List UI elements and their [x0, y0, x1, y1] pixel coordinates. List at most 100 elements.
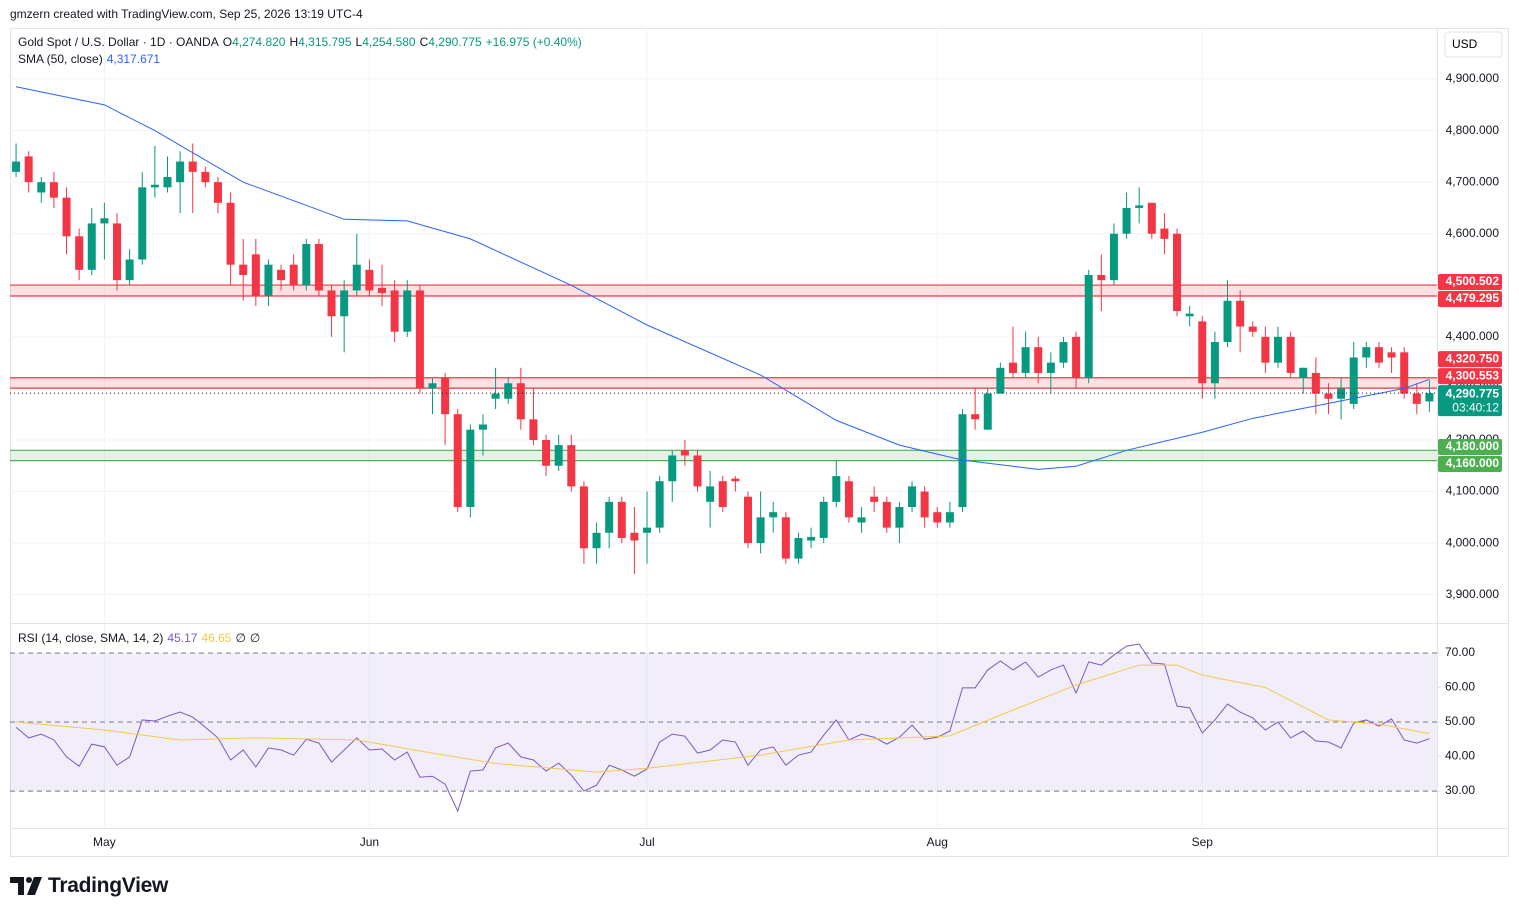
y-tick-label: 50.00	[1445, 714, 1475, 728]
candle-body	[1236, 300, 1245, 327]
candle-body	[895, 507, 904, 528]
y-tick-label: 70.00	[1445, 645, 1475, 659]
candle-body	[352, 264, 361, 291]
x-tick-label: Jul	[639, 835, 654, 849]
candle-body	[617, 501, 626, 538]
symbol: Gold Spot / U.S. Dollar · 1D · OANDA	[18, 35, 219, 49]
zone-label: 4,180.000	[1446, 439, 1500, 453]
zone-layer	[10, 652, 1437, 792]
candle-body	[87, 223, 96, 270]
zone-label-box	[1438, 274, 1502, 291]
candle-body	[1122, 207, 1131, 234]
candle-body	[289, 264, 298, 286]
x-tick-label: May	[93, 835, 116, 849]
indicator-extra: ∅	[249, 631, 261, 645]
zone-label: 4,500.502	[1446, 274, 1500, 288]
currency: USD	[1452, 37, 1478, 51]
zone	[10, 450, 1437, 461]
credit: gmzern created with TradingView.com, Sep…	[10, 7, 363, 21]
ohlc-value: 4,254.580	[362, 35, 416, 49]
candle-body	[592, 532, 601, 549]
candle-body	[769, 512, 778, 518]
candle-body	[908, 486, 917, 508]
price-legend: Gold Spot / U.S. Dollar · 1D · OANDA O4,2…	[18, 35, 586, 49]
indicator-name: RSI (14, close, SMA, 14, 2)	[18, 631, 164, 645]
candle-body	[882, 501, 891, 528]
candle-body	[277, 269, 286, 281]
candle-body	[478, 424, 487, 430]
candle-body	[844, 481, 853, 518]
countdown: 03:40:12	[1452, 400, 1499, 414]
candle-body	[251, 254, 260, 296]
candle-body	[1248, 326, 1257, 332]
candle-body	[668, 455, 677, 482]
rsi-line	[16, 664, 1430, 773]
candle-body	[857, 517, 866, 523]
candle-body	[933, 512, 942, 523]
currency-box[interactable]	[1444, 31, 1503, 58]
candle-body	[1147, 202, 1156, 234]
candle-body	[983, 393, 992, 430]
candle-body	[1374, 347, 1383, 363]
candle-body	[1324, 393, 1333, 399]
indicator-value: 46.65	[201, 631, 232, 645]
candle-body	[1084, 274, 1093, 379]
candle-body	[1273, 336, 1282, 363]
candle-body	[415, 290, 424, 389]
candle-body	[554, 445, 563, 466]
candle-body	[37, 182, 46, 193]
y-tick-label: 4,900.000	[1446, 71, 1500, 85]
candle-body	[1021, 347, 1030, 373]
candle-body	[693, 455, 702, 487]
candle-body	[945, 512, 954, 523]
last-price-box	[1438, 385, 1502, 417]
y-tick-label: 30.00	[1445, 783, 1475, 797]
change: +16.975 (+0.40%)	[485, 35, 582, 49]
zone	[10, 377, 1437, 389]
candle-body	[1223, 300, 1232, 343]
brand-logo	[10, 877, 42, 895]
candle-body	[1008, 362, 1017, 373]
candle-body	[188, 161, 197, 172]
candle-body	[49, 182, 58, 198]
zone-label-box	[1438, 368, 1502, 385]
ohlc-value: 4,274.820	[232, 35, 286, 49]
zone-label-box	[1438, 455, 1502, 472]
y-tick-label: 4,600.000	[1446, 226, 1500, 240]
candle-body	[138, 187, 147, 260]
candle-body	[1059, 342, 1068, 363]
zone	[10, 285, 1437, 296]
candle-body	[1173, 233, 1182, 312]
y-tick-label: 40.00	[1445, 749, 1475, 763]
candle-body	[794, 537, 803, 559]
ohlc-value: 4,290.775	[428, 35, 482, 49]
zone-label: 4,320.750	[1446, 351, 1500, 365]
candle-body	[1412, 393, 1421, 404]
candle-body	[529, 419, 538, 440]
x-tick-label: Aug	[927, 835, 948, 849]
candle-body	[1400, 352, 1409, 394]
candle-body	[542, 439, 551, 466]
candle-body	[706, 486, 715, 502]
candle-body	[176, 161, 185, 183]
candle-body	[996, 367, 1005, 394]
zone-label-box	[1438, 438, 1502, 455]
candle-body	[201, 171, 210, 183]
candle-body	[213, 182, 222, 203]
candle-body	[1425, 393, 1434, 402]
candle-body	[680, 450, 689, 456]
indicator-extra: ∅	[235, 631, 246, 645]
candle-body	[1210, 342, 1219, 384]
candle-body	[340, 290, 349, 317]
series-last: 4,317.671	[106, 52, 161, 66]
candle-body	[441, 378, 450, 415]
candle-body	[1185, 313, 1194, 317]
candle-body	[1362, 347, 1371, 358]
logo-part	[10, 877, 24, 895]
zone-label: 4,160.000	[1446, 456, 1500, 470]
candle-body	[743, 496, 752, 544]
logo-part	[27, 877, 42, 895]
mark-layer	[15, 643, 1430, 813]
candle-body	[365, 269, 374, 291]
